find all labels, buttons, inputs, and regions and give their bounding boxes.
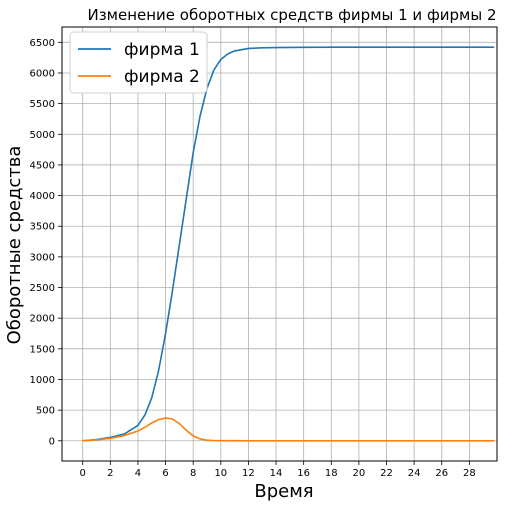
legend-label-firm-1: фирма 1 (124, 40, 200, 60)
series-line-firm-1 (82, 46, 495, 442)
x-tick-label: 16 (297, 468, 310, 479)
y-axis-label: Оборотные средства (4, 146, 25, 345)
y-tick-label: 1000 (30, 375, 55, 386)
chart-title: Изменение оборотных средств фирмы 1 и фи… (87, 6, 496, 24)
legend-box (69, 31, 208, 94)
y-tick-label: 3500 (30, 222, 55, 233)
x-tick-label: 20 (353, 468, 366, 479)
x-axis-label: Время (254, 481, 313, 502)
x-axis-ticks: 0 2 4 6 8 10 12 14 16 18 20 22 24 26 28 (80, 461, 476, 479)
x-tick-label: 26 (435, 468, 448, 479)
x-tick-label: 6 (162, 468, 168, 479)
y-tick-label: 2000 (30, 314, 55, 325)
x-tick-label: 8 (190, 468, 196, 479)
y-tick-label: 5000 (30, 130, 55, 141)
series-line-firm-2 (82, 417, 495, 442)
x-tick-label: 2 (107, 468, 113, 479)
x-tick-label: 22 (380, 468, 393, 479)
y-tick-label: 3000 (30, 252, 55, 263)
legend: фирма 1 фирма 2 (69, 31, 208, 94)
x-tick-label: 24 (408, 468, 421, 479)
y-tick-label: 1500 (30, 344, 55, 355)
x-tick-label: 18 (325, 468, 338, 479)
series-lines (82, 46, 495, 442)
y-tick-label: 6000 (30, 68, 55, 79)
y-tick-label: 6500 (30, 38, 55, 49)
y-tick-label: 0 (49, 436, 55, 447)
x-tick-label: 0 (80, 468, 86, 479)
x-tick-label: 12 (242, 468, 255, 479)
x-tick-label: 14 (270, 468, 283, 479)
x-tick-label: 28 (463, 468, 476, 479)
y-tick-label: 4500 (30, 160, 55, 171)
y-tick-label: 5500 (30, 99, 55, 110)
x-tick-label: 10 (214, 468, 227, 479)
y-tick-label: 4000 (30, 191, 55, 202)
legend-label-firm-2: фирма 2 (124, 67, 200, 87)
y-tick-label: 2500 (30, 283, 55, 294)
grid-lines (62, 27, 497, 461)
y-tick-label: 500 (36, 406, 55, 417)
y-axis-ticks: 0 500 1000 1500 2000 2500 3000 3500 4000 4500 5000… (30, 38, 62, 447)
x-tick-label: 4 (135, 468, 141, 479)
plot-frame (61, 26, 498, 462)
